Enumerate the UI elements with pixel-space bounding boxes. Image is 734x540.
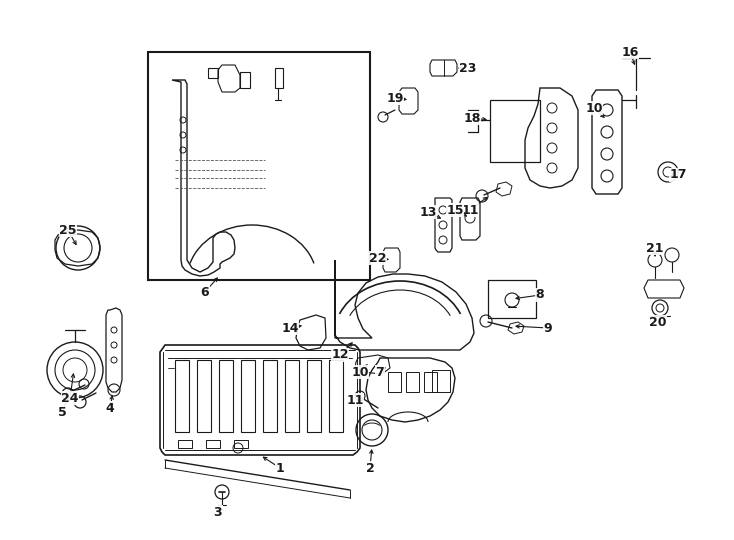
Text: 6: 6 xyxy=(200,286,209,299)
Text: 7: 7 xyxy=(376,366,385,379)
Text: 24: 24 xyxy=(61,392,79,404)
Text: 5: 5 xyxy=(58,406,66,419)
Text: 25: 25 xyxy=(59,224,77,237)
Text: 10: 10 xyxy=(585,102,603,114)
Text: 10: 10 xyxy=(352,366,368,379)
Text: 20: 20 xyxy=(650,315,666,328)
Text: 14: 14 xyxy=(281,321,299,334)
Text: 11: 11 xyxy=(346,394,364,407)
Text: 18: 18 xyxy=(463,111,481,125)
Text: 16: 16 xyxy=(621,45,639,58)
Text: 21: 21 xyxy=(646,241,664,254)
Text: 19: 19 xyxy=(386,91,404,105)
Text: 17: 17 xyxy=(669,168,687,181)
Text: 15: 15 xyxy=(446,204,464,217)
Text: 22: 22 xyxy=(369,252,387,265)
Text: 2: 2 xyxy=(366,462,374,475)
Text: 4: 4 xyxy=(106,402,115,415)
Text: 12: 12 xyxy=(331,348,349,361)
Text: 13: 13 xyxy=(419,206,437,219)
Text: 8: 8 xyxy=(536,288,545,301)
Text: 11: 11 xyxy=(461,204,479,217)
Text: 9: 9 xyxy=(544,321,552,334)
Text: 23: 23 xyxy=(459,62,476,75)
Text: 3: 3 xyxy=(214,505,222,518)
Text: 1: 1 xyxy=(276,462,284,475)
